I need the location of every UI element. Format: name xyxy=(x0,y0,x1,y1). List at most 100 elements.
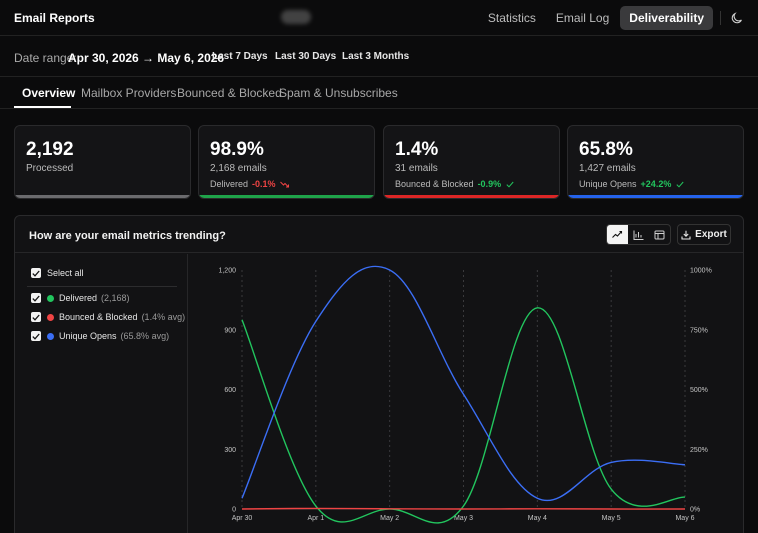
x-tick-label: Apr 30 xyxy=(232,515,253,522)
checkmark-icon xyxy=(32,314,40,321)
stat-label: Processed xyxy=(26,163,74,174)
nav-divider xyxy=(720,11,721,25)
y-left-tick-label: 600 xyxy=(224,387,236,394)
stat-color-bar xyxy=(384,195,559,198)
tab-spam-unsubscribes[interactable]: Spam & Unsubscribes xyxy=(279,86,398,100)
stat-label-row: Bounced & Blocked -0.9% xyxy=(395,179,514,189)
stat-card-unique-opens: 65.8% 1,427 emails Unique Opens +24.2% xyxy=(567,125,744,199)
table-view-button[interactable] xyxy=(649,225,670,244)
y-right-tick-label: 750% xyxy=(690,327,708,334)
series-selector: Select all Delivered (2,168) Bounced & B… xyxy=(15,254,188,533)
check-icon xyxy=(676,181,684,188)
stat-delta: +24.2% xyxy=(640,179,672,189)
check-icon xyxy=(506,181,514,188)
y-right-tick-label: 500% xyxy=(690,387,708,394)
x-tick-label: May 3 xyxy=(454,515,473,522)
stat-color-bar xyxy=(568,195,743,198)
series-checkbox[interactable] xyxy=(31,293,41,303)
y-right-tick-label: 1000% xyxy=(690,268,712,275)
y-left-tick-label: 0 xyxy=(232,507,236,514)
select-all-label: Select all xyxy=(47,268,84,278)
stat-value: 65.8% xyxy=(579,139,633,160)
table-icon xyxy=(654,230,665,239)
active-tab-indicator xyxy=(14,106,71,108)
tab-mailbox-providers[interactable]: Mailbox Providers xyxy=(81,86,177,100)
blurred-account-label xyxy=(281,10,311,24)
nav-statistics[interactable]: Statistics xyxy=(487,11,536,25)
tab-bar: Overview Mailbox Providers Bounced & Blo… xyxy=(0,78,758,109)
line-chart-icon xyxy=(612,230,623,238)
y-right-tick-label: 250% xyxy=(690,447,708,454)
x-tick-label: Apr 1 xyxy=(307,515,324,522)
top-bar: Email Reports Statistics Email Log Deliv… xyxy=(0,0,758,36)
series-line-bounced-blocked xyxy=(241,507,686,510)
series-name: Bounced & Blocked xyxy=(59,312,138,322)
series-checkbox[interactable] xyxy=(31,312,41,322)
legend-item-bounced-blocked[interactable]: Bounced & Blocked (1.4% avg) xyxy=(31,312,185,322)
legend-item-delivered[interactable]: Delivered (2,168) xyxy=(31,293,130,303)
stat-card-processed: 2,192 Processed xyxy=(14,125,191,199)
preset-last-30-days[interactable]: Last 30 Days xyxy=(275,51,337,62)
date-range-value[interactable]: Apr 30, 2026 → May 6, 2026 xyxy=(68,51,225,65)
stat-value: 2,192 xyxy=(26,139,74,160)
stat-color-bar xyxy=(199,195,374,198)
main-nav: Statistics Email Log Deliverability xyxy=(477,6,744,30)
stat-value: 1.4% xyxy=(395,139,439,160)
stat-card-bounced: 1.4% 31 emails Bounced & Blocked -0.9% xyxy=(383,125,560,199)
series-summary: (2,168) xyxy=(101,293,130,303)
trend-chart-panel: How are your email metrics trending? Exp… xyxy=(14,215,744,533)
date-range-label: Date range: xyxy=(14,51,77,65)
preset-last-3-months[interactable]: Last 3 Months xyxy=(342,51,410,62)
series-color-dot xyxy=(47,294,54,302)
y-left-tick-label: 300 xyxy=(224,447,236,454)
nav-deliverability[interactable]: Deliverability xyxy=(620,6,713,30)
stat-value: 98.9% xyxy=(210,139,264,160)
legend-divider xyxy=(27,286,177,287)
chart-panel-title: How are your email metrics trending? xyxy=(29,230,226,242)
series-summary: (1.4% avg) xyxy=(141,312,186,322)
stat-delta: -0.1% xyxy=(252,179,276,189)
checkmark-icon xyxy=(32,295,40,302)
legend-item-unique-opens[interactable]: Unique Opens (65.8% avg) xyxy=(31,331,169,341)
chart-panel-header: How are your email metrics trending? Exp… xyxy=(15,216,743,253)
checkmark-icon xyxy=(32,333,40,340)
preset-last-7-days[interactable]: Last 7 Days xyxy=(212,51,268,62)
checkmark-icon xyxy=(32,270,40,277)
stat-label: Bounced & Blocked xyxy=(395,179,474,189)
stat-delta: -0.9% xyxy=(477,179,502,189)
stat-label: Unique Opens xyxy=(579,179,637,189)
moon-icon[interactable] xyxy=(730,11,744,25)
stat-label: Delivered xyxy=(210,179,249,189)
stat-label-row: Delivered -0.1% xyxy=(210,179,290,189)
tab-overview[interactable]: Overview xyxy=(22,86,76,100)
nav-email-log[interactable]: Email Log xyxy=(555,11,610,25)
select-all-checkbox[interactable] xyxy=(31,268,41,278)
x-tick-label: May 2 xyxy=(380,515,399,522)
series-name: Unique Opens xyxy=(59,331,117,341)
chart-view-toggle xyxy=(606,224,671,245)
series-line-unique-opens xyxy=(241,265,686,502)
y-left-tick-label: 1,200 xyxy=(218,268,236,275)
stat-label-row: Unique Opens +24.2% xyxy=(579,179,684,189)
series-line-delivered xyxy=(241,307,686,524)
series-summary: (65.8% avg) xyxy=(120,331,170,341)
date-range-bar: Date range: Apr 30, 2026 → May 6, 2026 L… xyxy=(0,37,758,77)
x-tick-label: May 6 xyxy=(675,515,694,522)
bar-chart-icon xyxy=(633,230,644,240)
series-checkbox[interactable] xyxy=(31,331,41,341)
stat-count: 2,168 emails xyxy=(210,163,267,174)
bar-view-button[interactable] xyxy=(628,225,649,244)
tab-bounced-blocked[interactable]: Bounced & Blocked xyxy=(177,86,282,100)
series-name: Delivered xyxy=(59,293,98,303)
stat-count: 31 emails xyxy=(395,163,438,174)
series-color-dot xyxy=(47,313,54,321)
select-all-row[interactable]: Select all xyxy=(31,268,84,278)
series-color-dot xyxy=(47,332,54,340)
stat-color-bar xyxy=(15,195,190,198)
export-button[interactable]: Export xyxy=(677,224,731,245)
stat-count: 1,427 emails xyxy=(579,163,636,174)
y-right-tick-label: 0% xyxy=(690,507,700,514)
line-view-button[interactable] xyxy=(607,225,628,244)
stat-card-delivered: 98.9% 2,168 emails Delivered -0.1% xyxy=(198,125,375,199)
x-tick-label: May 5 xyxy=(602,515,621,522)
